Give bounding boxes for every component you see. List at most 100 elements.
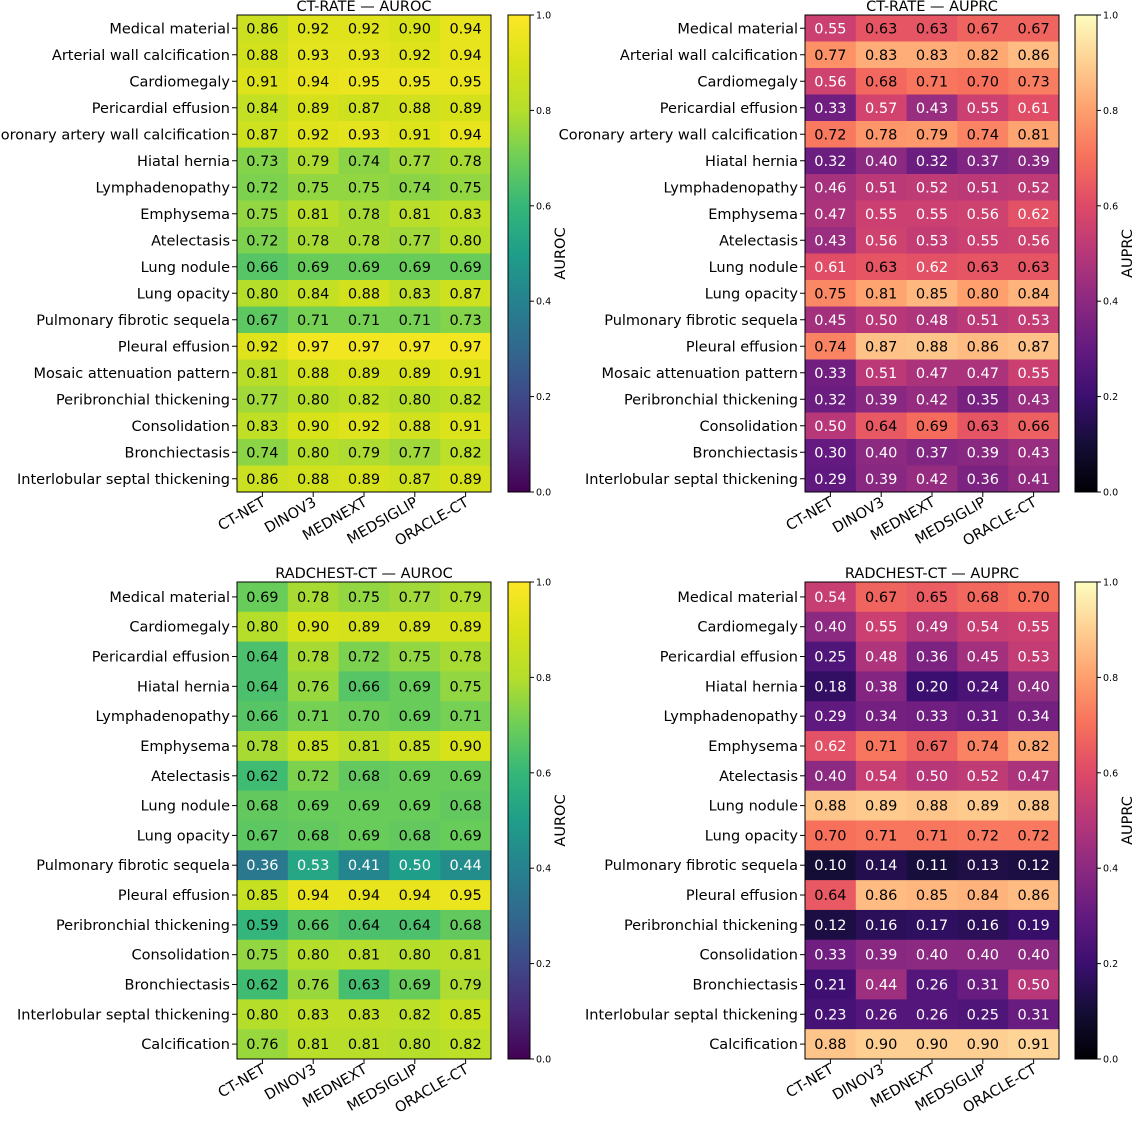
cell-value-label: 0.68: [348, 769, 380, 785]
cell-value-label: 0.80: [297, 392, 329, 408]
heatmap-cell: [906, 969, 958, 1000]
cell-value-label: 0.39: [967, 445, 999, 461]
heatmap-cell: [957, 999, 1009, 1030]
heatmap-cell: [440, 999, 492, 1030]
heatmap-cell: [805, 671, 857, 702]
heatmap-cell: [855, 15, 907, 42]
heatmap-cell: [805, 880, 857, 911]
heatmap-cell: [338, 15, 390, 42]
row-label: Hiatal hernia: [705, 679, 798, 695]
colorbar-tick-label: 0.6: [536, 201, 551, 212]
heatmap-cell: [906, 909, 958, 941]
cell-value-label: 0.72: [1017, 828, 1049, 844]
heatmap-cell: [855, 731, 907, 762]
cell-value-label: 0.52: [916, 180, 948, 196]
cell-value-label: 0.21: [814, 977, 846, 993]
heatmap-cell: [338, 582, 390, 613]
heatmap-cell: [805, 939, 857, 970]
row-label: Pleural effusion: [686, 888, 798, 904]
colorbar-tick-label: 0.0: [536, 488, 551, 499]
colorbar-gradient: [1075, 15, 1097, 492]
row-label: Pleural effusion: [118, 339, 230, 355]
colorbar-tick-label: 0.6: [536, 768, 551, 779]
heatmap-cell: [805, 227, 857, 254]
heatmap-cell: [855, 412, 907, 440]
cell-value-label: 0.75: [449, 679, 481, 695]
cell-value-label: 0.10: [814, 858, 846, 874]
cell-value-label: 0.82: [967, 48, 999, 64]
cell-value-label: 0.73: [449, 313, 481, 329]
row-label: Medical material: [109, 590, 230, 606]
heatmap-cell: [237, 280, 289, 307]
cell-value-label: 0.55: [865, 620, 897, 636]
cell-value-label: 0.33: [814, 948, 846, 964]
colorbar-label: AUPRC: [1120, 796, 1136, 845]
cell-value-label: 0.94: [449, 21, 481, 37]
cell-value-label: 0.69: [399, 679, 431, 695]
colorbar-label: AUROC: [553, 794, 569, 846]
heatmap-cell: [855, 880, 907, 911]
cell-value-label: 0.86: [246, 472, 278, 488]
cell-value-label: 0.89: [449, 620, 481, 636]
heatmap-cell: [957, 909, 1009, 941]
cell-value-label: 0.92: [246, 339, 278, 355]
cell-value-label: 0.72: [967, 828, 999, 844]
heatmap-cell: [805, 412, 857, 440]
row-label: Lung nodule: [709, 799, 799, 815]
heatmap-cell: [855, 999, 907, 1030]
heatmap-cell: [805, 147, 857, 175]
heatmap-cell: [237, 909, 289, 941]
heatmap-cell: [1008, 121, 1060, 148]
heatmap-cell: [389, 227, 441, 254]
row-label: Cardiomegaly: [129, 74, 230, 90]
cell-value-label: 0.54: [814, 590, 846, 606]
cell-value-label: 0.69: [399, 977, 431, 993]
heatmap-cell: [906, 880, 958, 911]
heatmap-cell: [389, 68, 441, 95]
heatmap-cell: [287, 68, 339, 95]
heatmap-cell: [906, 68, 958, 95]
heatmap-cell: [338, 147, 390, 175]
heatmap-cell: [957, 386, 1009, 413]
cell-value-label: 0.41: [348, 858, 380, 874]
cell-value-label: 0.51: [967, 313, 999, 329]
cell-value-label: 0.91: [449, 419, 481, 435]
row-label: Pulmonary fibrotic sequela: [604, 858, 798, 874]
heatmap-cell: [440, 820, 492, 851]
row-label: Lung opacity: [705, 286, 799, 302]
colorbar: 0.0 0.2 0.4 0.6 0.8 1.0 AUPRC: [1074, 578, 1136, 1066]
colorbar-tick-label: 0.4: [536, 297, 551, 308]
heatmap-cell: [805, 731, 857, 762]
heatmap-cell: [338, 880, 390, 911]
heatmap-cell: [1008, 412, 1060, 440]
cell-value-label: 0.77: [814, 48, 846, 64]
cell-value-label: 0.74: [814, 339, 846, 355]
cell-value-label: 0.86: [967, 339, 999, 355]
heatmap-cell: [237, 820, 289, 851]
heatmap-cell: [389, 94, 441, 122]
cell-value-label: 0.88: [399, 419, 431, 435]
row-label: Consolidation: [131, 419, 230, 435]
heatmap-cell: [855, 790, 907, 821]
cell-value-label: 0.94: [297, 888, 329, 904]
heatmap-cell: [440, 121, 492, 148]
cell-value-label: 0.78: [246, 739, 278, 755]
cell-value-label: 0.53: [1017, 313, 1049, 329]
cell-value-label: 0.48: [916, 313, 948, 329]
cell-value-label: 0.69: [449, 828, 481, 844]
cell-value-label: 0.81: [348, 948, 380, 964]
heatmap-cell: [237, 701, 289, 732]
cell-value-label: 0.39: [865, 472, 897, 488]
heatmap-cell: [338, 820, 390, 851]
cell-value-label: 0.79: [297, 154, 329, 170]
heatmap-cell: [440, 641, 492, 672]
cell-value-label: 0.78: [449, 154, 481, 170]
cell-value-label: 0.89: [449, 101, 481, 117]
cell-value-label: 0.64: [814, 888, 846, 904]
cell-value-label: 0.68: [449, 799, 481, 815]
cell-value-label: 0.43: [1017, 392, 1049, 408]
heatmap-cell: [389, 731, 441, 762]
heatmap-cell: [805, 333, 857, 360]
cell-value-label: 0.81: [348, 1037, 380, 1053]
cell-value-label: 0.25: [814, 650, 846, 666]
